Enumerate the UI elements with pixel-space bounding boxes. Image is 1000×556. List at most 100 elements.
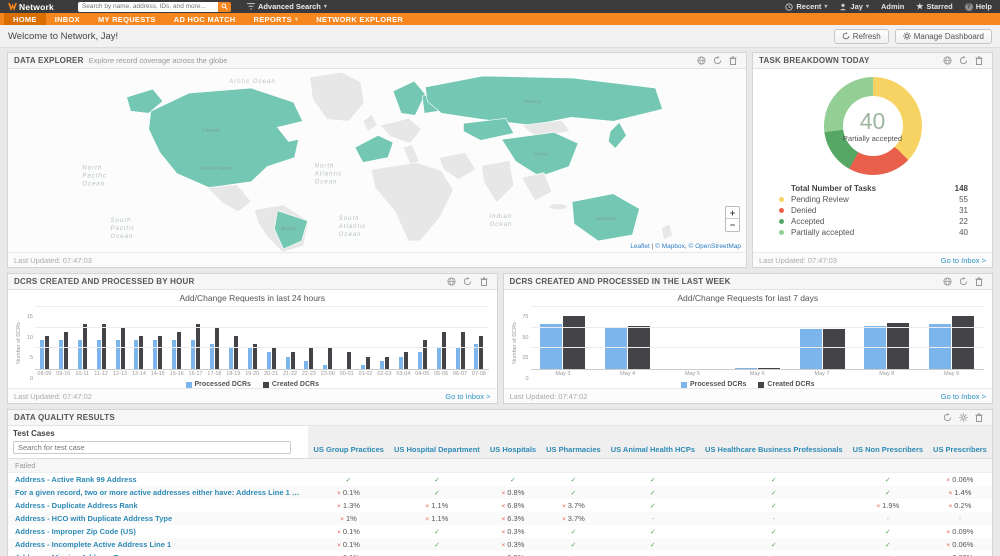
go-to-inbox-link[interactable]: Go to Inbox > <box>941 392 986 401</box>
test-case-link[interactable]: Address - Duplicate Address Rank <box>8 499 308 512</box>
bar-group[interactable]: 03-04 <box>399 308 408 369</box>
globe-icon[interactable] <box>940 276 954 288</box>
legend-created[interactable]: Created DCRs <box>758 381 814 388</box>
settings-gear-icon[interactable] <box>956 412 970 424</box>
admin-link[interactable]: Admin <box>881 2 904 11</box>
bar-group[interactable]: 07-08 <box>474 308 483 369</box>
result-cell: ×0.1% <box>308 486 389 499</box>
bar-group[interactable]: 22-23 <box>304 308 313 369</box>
zoom-in-button[interactable]: + <box>726 207 739 219</box>
bar-group[interactable]: May 8 <box>864 308 909 369</box>
zoom-out-button[interactable]: − <box>726 219 739 231</box>
bar <box>442 332 446 369</box>
bar-group[interactable]: 23-00 <box>323 308 332 369</box>
bar-group[interactable]: 12-13 <box>116 308 125 369</box>
column-header-link[interactable]: US Hospitals <box>485 426 541 459</box>
osm-link[interactable]: © OpenStreetMap <box>689 243 741 250</box>
bar-group[interactable]: 13-14 <box>134 308 143 369</box>
help-link[interactable]: ? Help <box>965 2 992 11</box>
test-case-link[interactable]: Address - Incomplete Active Address Line… <box>8 538 308 551</box>
bar-group[interactable]: May 6 <box>735 308 780 369</box>
bar-group[interactable]: May 4 <box>605 308 650 369</box>
refresh-button[interactable]: Refresh <box>834 29 889 44</box>
test-case-link[interactable]: For a given record, two or more active a… <box>8 486 308 499</box>
leaflet-link[interactable]: Leaflet <box>630 243 650 250</box>
nav-inbox[interactable]: INBOX <box>46 13 89 25</box>
app-logo[interactable]: Network <box>8 2 54 12</box>
test-case-link[interactable]: Address - Missing Address Type <box>8 551 308 556</box>
search-input[interactable] <box>78 2 218 12</box>
nav-my-requests[interactable]: MY REQUESTS <box>89 13 165 25</box>
bar-group[interactable]: 05-06 <box>437 308 446 369</box>
legend-processed[interactable]: Processed DCRs <box>681 381 746 388</box>
nav-network-explorer[interactable]: NETWORK EXPLORER <box>307 13 412 25</box>
bar-group[interactable]: 19-20 <box>248 308 257 369</box>
bar-group[interactable]: May 5 <box>670 308 715 369</box>
trash-icon[interactable] <box>972 412 986 424</box>
bar-group[interactable]: 18-19 <box>229 308 238 369</box>
world-map[interactable]: Arctic OceanNorthPacificOceanNorthAtlant… <box>8 69 746 252</box>
advanced-search[interactable]: Advanced Search ▾ <box>247 2 327 11</box>
column-header-link[interactable]: US Animal Health HCPs <box>606 426 700 459</box>
starred-link[interactable]: ★ Starred <box>916 2 952 11</box>
test-case-link[interactable]: Address - Improper Zip Code (US) <box>8 525 308 538</box>
recent-menu[interactable]: Recent▾ <box>785 2 827 11</box>
globe-icon[interactable] <box>940 55 954 67</box>
user-menu[interactable]: Jay▾ <box>839 2 869 11</box>
globe-icon[interactable] <box>445 276 459 288</box>
column-header-link[interactable]: US Group Practices <box>308 426 389 459</box>
bar-group[interactable]: 02-03 <box>380 308 389 369</box>
column-header-link[interactable]: US Healthcare Business Professionals <box>700 426 848 459</box>
task-donut-chart[interactable]: 40 Partially accepted <box>824 77 922 175</box>
test-case-search-input[interactable] <box>13 441 291 454</box>
refresh-widget-icon[interactable] <box>956 276 970 288</box>
bar-group[interactable]: May 3 <box>540 308 585 369</box>
refresh-widget-icon[interactable] <box>461 276 475 288</box>
bar-group[interactable]: 14-15 <box>153 308 162 369</box>
bar-group[interactable]: 16-17 <box>191 308 200 369</box>
refresh-widget-icon[interactable] <box>710 55 724 67</box>
mapbox-link[interactable]: © Mapbox <box>655 243 685 250</box>
bar-group[interactable]: 15-16 <box>172 308 181 369</box>
test-case-link[interactable]: Address - Active Rank 99 Address <box>8 473 308 487</box>
bar-group[interactable]: 21-22 <box>286 308 295 369</box>
fail-x-icon: × <box>337 503 341 510</box>
go-to-inbox-link[interactable]: Go to Inbox > <box>941 256 986 265</box>
bar-group[interactable]: May 9 <box>929 308 974 369</box>
column-header-link[interactable]: US Pharmacies <box>541 426 606 459</box>
bar-group[interactable]: 11-12 <box>97 308 106 369</box>
weekly-bar-chart[interactable]: Add/Change Requests for last 7 days Numb… <box>504 290 993 388</box>
bar-group[interactable]: 08-09 <box>40 308 49 369</box>
globe-icon[interactable] <box>694 55 708 67</box>
bar-group[interactable]: 09-10 <box>59 308 68 369</box>
nav-home[interactable]: HOME <box>4 13 46 25</box>
trash-icon[interactable] <box>972 55 986 67</box>
refresh-widget-icon[interactable] <box>940 412 954 424</box>
trash-icon[interactable] <box>972 276 986 288</box>
bar-group[interactable]: 06-07 <box>456 308 465 369</box>
go-to-inbox-link[interactable]: Go to Inbox > <box>445 392 490 401</box>
manage-dashboard-button[interactable]: Manage Dashboard <box>895 29 992 44</box>
hourly-bar-chart[interactable]: Add/Change Requests in last 24 hours Num… <box>8 290 497 388</box>
bar-group[interactable]: 10-11 <box>78 308 87 369</box>
bar-group[interactable]: 20-21 <box>267 308 276 369</box>
test-case-link[interactable]: Address - HCO with Duplicate Address Typ… <box>8 512 308 525</box>
bar-group[interactable]: 00-01 <box>342 308 351 369</box>
trash-icon[interactable] <box>477 276 491 288</box>
refresh-widget-icon[interactable] <box>956 55 970 67</box>
legend-created[interactable]: Created DCRs <box>263 381 319 388</box>
table-row: Address - Improper Zip Code (US)×0.1%✓×0… <box>8 525 992 538</box>
search-button[interactable] <box>218 2 231 12</box>
legend-processed[interactable]: Processed DCRs <box>186 381 251 388</box>
column-header-link[interactable]: US Prescribers <box>928 426 992 459</box>
column-header-link[interactable]: US Hospital Department <box>389 426 485 459</box>
trash-icon[interactable] <box>726 55 740 67</box>
bar-group[interactable]: 04-05 <box>418 308 427 369</box>
nav-reports[interactable]: REPORTS▾ <box>245 13 308 25</box>
column-header-link[interactable]: US Non Prescribers <box>848 426 928 459</box>
nav-ad-hoc-match[interactable]: AD HOC MATCH <box>165 13 245 25</box>
bar-group[interactable]: May 7 <box>800 308 845 369</box>
bar-group[interactable]: 01-02 <box>361 308 370 369</box>
bar <box>59 340 63 369</box>
bar-group[interactable]: 17-18 <box>210 308 219 369</box>
